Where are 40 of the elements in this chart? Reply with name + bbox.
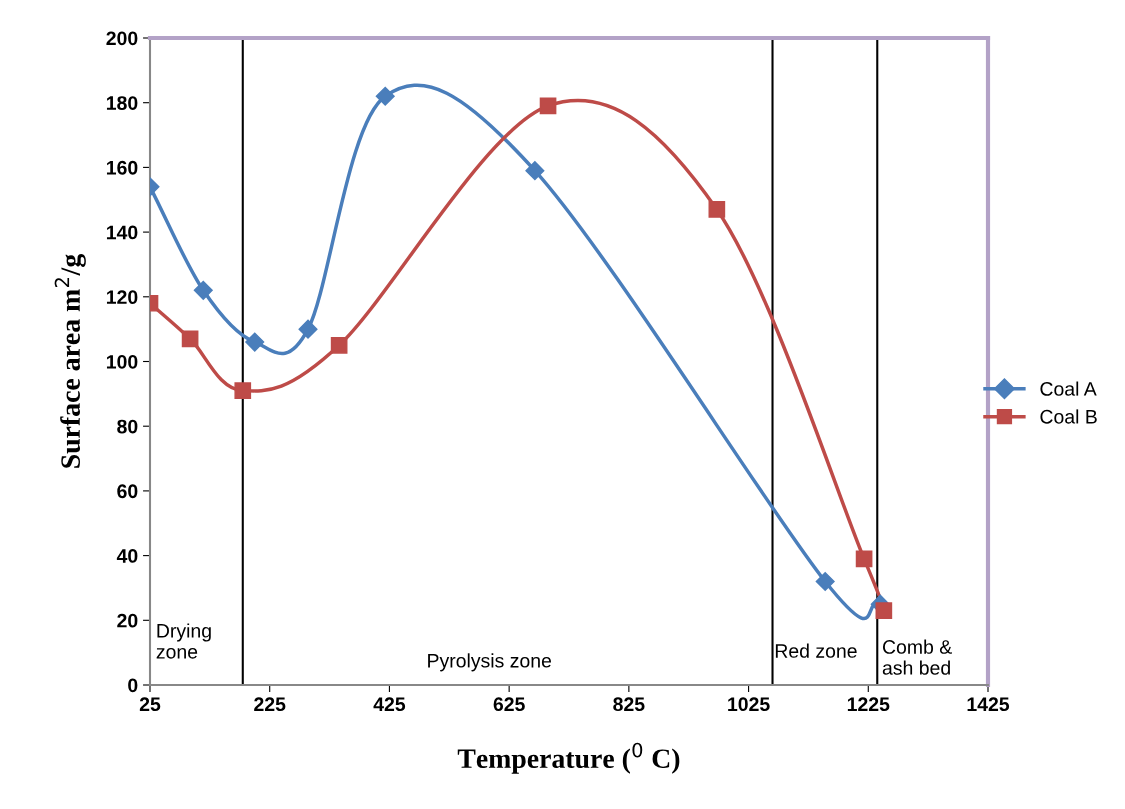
point [539, 97, 557, 115]
point [330, 336, 348, 354]
x-axis-title: Temperature ($^{0}$ C) [457, 742, 680, 774]
x-tick-label: 1225 [847, 697, 890, 712]
y-tick-label: 200 [106, 31, 138, 46]
y-tick-label: 80 [117, 419, 138, 434]
y-tick-label: 20 [117, 613, 138, 628]
point [193, 280, 213, 300]
y-tick-label: 100 [106, 354, 138, 369]
y-tick-label: 160 [106, 160, 138, 175]
y-tick-label: 60 [117, 484, 138, 499]
legend-label: Coal A [1040, 381, 1097, 396]
point [815, 571, 835, 592]
point [375, 86, 395, 106]
x-tick-label: 625 [493, 697, 525, 712]
x-tick-label: 225 [254, 697, 286, 712]
x-tick-label: 425 [373, 697, 406, 712]
x-tick-label: 1425 [967, 697, 1010, 712]
legend-label: Coal B [1040, 409, 1097, 424]
y-tick-label: 180 [106, 96, 138, 110]
point [708, 201, 726, 218]
point [525, 161, 545, 181]
annotation: Drying zone [156, 623, 211, 659]
y-tick-label: 140 [106, 225, 138, 240]
point [181, 330, 199, 348]
y-axis-title: Surface area m$^{2}$/g [54, 254, 86, 468]
point [298, 319, 318, 339]
y-tick-label: 40 [116, 549, 138, 563]
x-tick-label: 25 [139, 697, 161, 712]
annotation: Comb & ash bed [882, 639, 952, 675]
point [875, 602, 893, 619]
y-tick-label: 0 [128, 678, 138, 693]
point [245, 332, 265, 352]
point [855, 550, 873, 568]
annotation: Pyrolysis zone [428, 653, 552, 672]
point [234, 382, 252, 399]
x-tick-label: 1025 [728, 697, 770, 712]
annotation: Red zone [775, 643, 857, 658]
y-tick-label: 120 [106, 290, 138, 305]
x-tick-label: 825 [613, 697, 645, 712]
